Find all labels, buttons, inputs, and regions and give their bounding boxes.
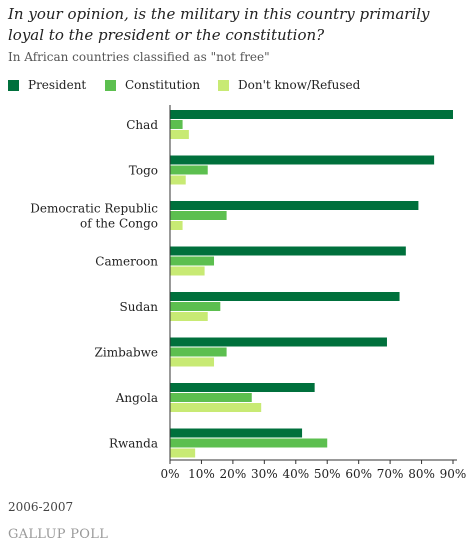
bar-don-t-know-refused	[170, 403, 262, 412]
bar-don-t-know-refused	[170, 448, 196, 458]
x-tick-label: 0%	[160, 467, 179, 481]
category-label: of the Congo	[80, 217, 158, 231]
bar-constitution	[170, 393, 252, 402]
bar-president	[170, 201, 419, 210]
bar-president	[170, 155, 435, 165]
bar-president	[170, 292, 400, 301]
legend-swatch-constitution	[105, 80, 116, 91]
bar-constitution	[170, 302, 221, 311]
x-tick-label: 40%	[282, 467, 309, 481]
bar-constitution	[170, 256, 215, 266]
bar-don-t-know-refused	[170, 357, 215, 367]
x-tick-label: 90%	[440, 467, 467, 481]
legend-swatch-president	[8, 80, 19, 91]
bar-president	[170, 428, 303, 438]
bar-constitution	[170, 120, 183, 129]
bar-constitution	[170, 347, 227, 357]
bar-don-t-know-refused	[170, 130, 189, 139]
x-tick-label: 60%	[345, 467, 372, 481]
bar-don-t-know-refused	[170, 221, 183, 230]
category-label: Chad	[126, 118, 158, 132]
bar-don-t-know-refused	[170, 175, 186, 185]
bar-president	[170, 337, 387, 347]
x-tick-label: 20%	[220, 467, 247, 481]
x-tick-label: 80%	[408, 467, 435, 481]
category-label: Togo	[129, 164, 158, 178]
x-tick-label: 70%	[377, 467, 404, 481]
bar-don-t-know-refused	[170, 312, 208, 321]
chart-title: In your opinion, is the military in this…	[8, 5, 430, 44]
bar-president	[170, 110, 453, 119]
category-label: Rwanda	[109, 437, 158, 451]
category-label: Cameroon	[95, 255, 158, 269]
x-tick-label: 30%	[251, 467, 278, 481]
bar-don-t-know-refused	[170, 266, 205, 276]
x-tick-label: 50%	[314, 467, 341, 481]
bar-constitution	[170, 165, 208, 175]
category-label: Zimbabwe	[95, 346, 158, 360]
bar-president	[170, 246, 406, 256]
date-range-note: 2006-2007	[8, 500, 74, 514]
gallup-poll-logo: GALLUP POLL	[8, 527, 109, 542]
legend-label-president: President	[28, 78, 87, 92]
chart-subtitle: In African countries classified as "not …	[8, 50, 270, 64]
category-label: Sudan	[119, 300, 158, 314]
legend-label-dont-know: Don't know/Refused	[238, 78, 361, 92]
legend-swatch-dont-know	[218, 80, 229, 91]
bar-president	[170, 383, 315, 392]
category-label: Democratic Republic	[30, 202, 158, 216]
bar-constitution	[170, 438, 328, 448]
legend-label-constitution: Constitution	[125, 78, 201, 92]
bar-constitution	[170, 211, 227, 220]
x-tick-label: 10%	[188, 467, 215, 481]
category-label: Angola	[115, 391, 158, 405]
